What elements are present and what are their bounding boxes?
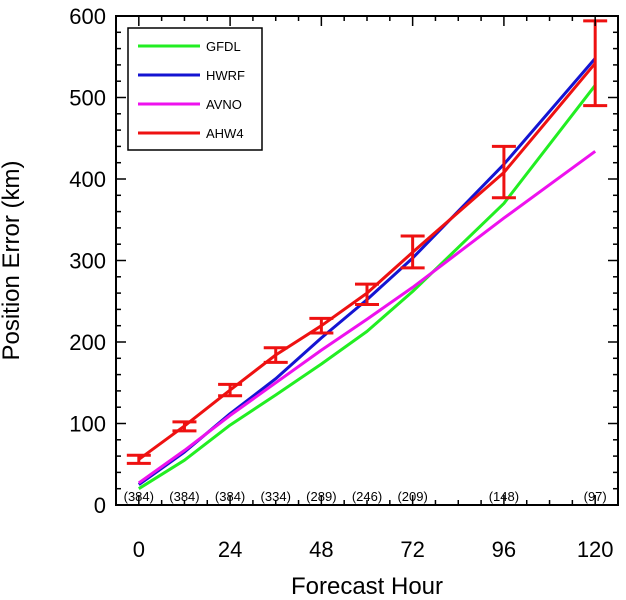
x-tick-label: 48 — [309, 537, 333, 562]
sample-count-label: (209) — [397, 489, 427, 504]
y-tick-label: 0 — [94, 493, 106, 518]
legend-label-avno: AVNO — [206, 97, 242, 112]
y-tick-label: 300 — [69, 249, 106, 274]
chart-marks — [126, 19, 608, 490]
x-tick-label: 24 — [218, 537, 242, 562]
legend-box — [127, 27, 263, 151]
legend-label-hwrf: HWRF — [206, 68, 245, 83]
y-tick-label: 400 — [69, 167, 106, 192]
axis-ticks: 0 100 200 300 400 500 600 0 24 48 72 96 120 — [69, 4, 618, 562]
y-tick-label: 600 — [69, 4, 106, 29]
legend: GFDL HWRF AVNO AHW4 — [127, 27, 263, 151]
sample-count-label: (97) — [584, 489, 607, 504]
x-axis-title: Forecast Hour — [291, 573, 443, 600]
series-line-avno — [137, 150, 597, 485]
x-tick-label: 120 — [577, 537, 614, 562]
legend-label-ahw4: AHW4 — [206, 126, 244, 141]
x-tick-label: 72 — [400, 537, 424, 562]
sample-count-label: (289) — [306, 489, 336, 504]
y-axis-title: Position Error (km) — [0, 160, 25, 360]
sample-count-label: (334) — [261, 489, 291, 504]
y-tick-label: 500 — [69, 86, 106, 111]
series-line-gfdl — [138, 84, 597, 490]
sample-count-label: (384) — [124, 489, 154, 504]
sample-count-label: (148) — [489, 489, 519, 504]
legend-label-gfdl: GFDL — [206, 39, 241, 54]
sample-count-label: (384) — [215, 489, 245, 504]
sample-count-label: (246) — [352, 489, 382, 504]
x-tick-label: 0 — [133, 537, 145, 562]
y-tick-label: 200 — [69, 330, 106, 355]
sample-count-label: (384) — [169, 489, 199, 504]
sample-count-labels: (384) (384) (384) (334) (289) (246) (209) (148)… — [124, 489, 607, 504]
y-tick-label: 100 — [69, 412, 106, 437]
x-tick-label: 96 — [492, 537, 516, 562]
